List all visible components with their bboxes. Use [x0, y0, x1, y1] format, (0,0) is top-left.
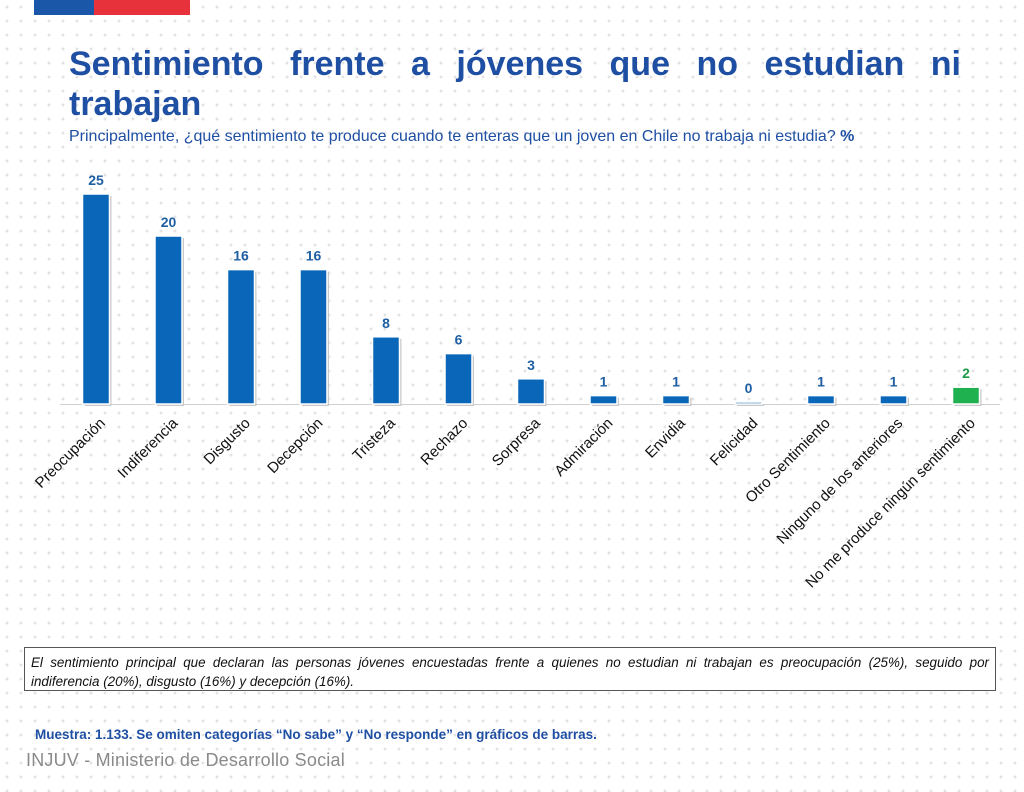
- footer-org: INJUV - Ministerio de Desarrollo Social: [26, 750, 345, 770]
- category-label: Admiración: [551, 415, 616, 480]
- sample-note: Muestra: 1.133. Se omiten categorías “No…: [35, 727, 597, 742]
- category-label: Preocupación: [32, 415, 109, 492]
- category-label: Sorpresa: [489, 414, 545, 470]
- category-label: Tristeza: [349, 414, 399, 464]
- data-label: 16: [306, 248, 322, 264]
- bar: [299, 268, 328, 405]
- data-label: 1: [672, 374, 680, 390]
- data-label: 8: [382, 315, 390, 331]
- data-label: 1: [817, 374, 825, 390]
- bar: [371, 336, 401, 405]
- subtitle-unit: %: [840, 128, 855, 145]
- data-label: 1: [600, 374, 608, 390]
- summary-note: El sentimiento principal que declaran la…: [24, 647, 996, 691]
- data-label: 0: [745, 380, 753, 396]
- bar: [81, 193, 111, 405]
- data-label: 3: [527, 357, 535, 373]
- data-label: 6: [455, 332, 463, 348]
- category-label: Decepción: [264, 415, 326, 477]
- bar: [661, 394, 691, 405]
- data-label: 16: [233, 248, 249, 264]
- bar: [951, 386, 981, 405]
- bar: [226, 268, 256, 405]
- category-label: Indiferencia: [114, 414, 181, 481]
- category-label: Ninguno de los anteriores: [773, 415, 906, 548]
- category-label: Rechazo: [417, 415, 471, 469]
- flag-banner: [34, 0, 190, 15]
- data-label: 2: [962, 365, 970, 381]
- bar: [734, 401, 763, 405]
- bar: [589, 394, 618, 405]
- category-label: Felicidad: [707, 415, 761, 469]
- bar: [879, 394, 908, 405]
- bar-chart: 25Preocupación20Indiferencia16Disgusto16…: [32, 172, 1000, 591]
- bar: [444, 352, 473, 405]
- bar: [806, 394, 836, 405]
- page-title: Sentimiento frente a jóvenes que no estu…: [69, 45, 961, 123]
- page-subtitle: Principalmente, ¿qué sentimiento te prod…: [69, 128, 969, 146]
- subtitle-question: Principalmente, ¿qué sentimiento te prod…: [69, 128, 836, 145]
- data-label: 20: [161, 214, 177, 230]
- category-label: Envidia: [642, 414, 689, 461]
- flag-red-stripe: [94, 0, 190, 15]
- data-label: 25: [88, 172, 104, 188]
- category-label: Disgusto: [201, 415, 254, 468]
- data-label: 1: [890, 374, 898, 390]
- bar-shadow: [737, 404, 764, 406]
- bar: [516, 378, 546, 405]
- flag-blue-stripe: [34, 0, 94, 15]
- bar: [154, 235, 183, 405]
